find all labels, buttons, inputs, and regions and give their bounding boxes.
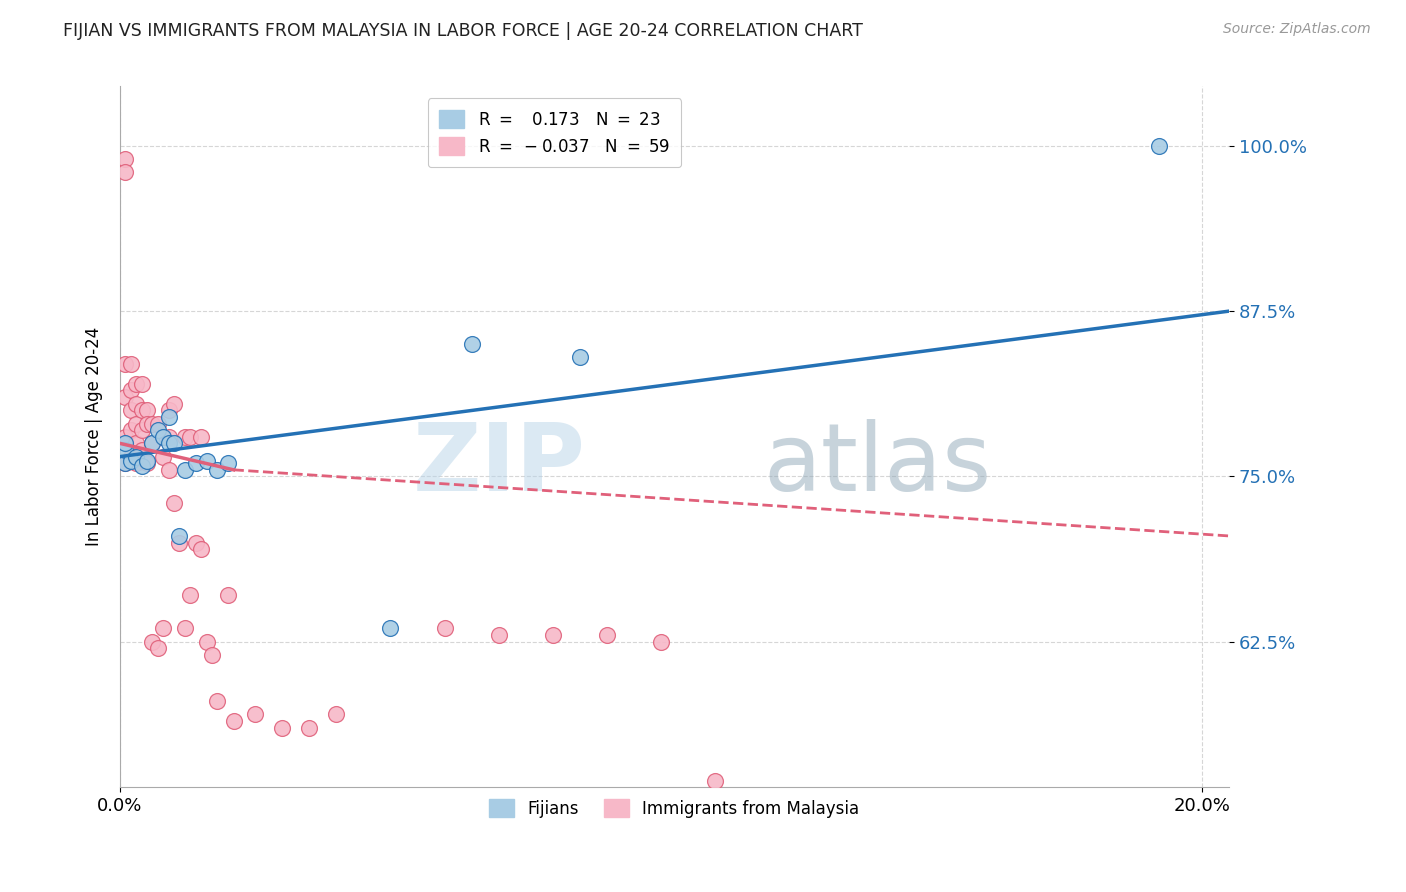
Point	[141, 417, 163, 431]
Point	[704, 773, 727, 788]
Point	[136, 403, 159, 417]
Point	[120, 384, 142, 398]
Point	[460, 337, 482, 351]
Point	[125, 436, 148, 450]
Point	[207, 463, 229, 477]
Point	[131, 442, 153, 457]
Text: atlas: atlas	[763, 419, 991, 511]
Point	[157, 409, 180, 424]
Text: ZIP: ZIP	[413, 419, 586, 511]
Point	[152, 430, 174, 444]
Point	[120, 453, 142, 467]
Point	[190, 542, 212, 557]
Point	[146, 423, 169, 437]
Point	[245, 707, 267, 722]
Point	[146, 641, 169, 656]
Point	[136, 456, 159, 470]
Point	[120, 357, 142, 371]
Point	[114, 165, 136, 179]
Point	[201, 648, 224, 662]
Point	[163, 397, 186, 411]
Point	[114, 456, 136, 470]
Point	[179, 589, 201, 603]
Point	[114, 442, 136, 457]
Point	[125, 417, 148, 431]
Point	[136, 417, 159, 431]
Point	[169, 529, 191, 543]
Point	[141, 436, 163, 450]
Legend: Fijians, Immigrants from Malaysia: Fijians, Immigrants from Malaysia	[482, 792, 866, 824]
Text: Source: ZipAtlas.com: Source: ZipAtlas.com	[1223, 22, 1371, 37]
Point	[298, 721, 321, 735]
Point	[157, 436, 180, 450]
Point	[125, 450, 148, 464]
Y-axis label: In Labor Force | Age 20-24: In Labor Force | Age 20-24	[86, 327, 103, 547]
Point	[222, 714, 245, 728]
Point	[152, 450, 174, 464]
Point	[184, 456, 207, 470]
Point	[488, 628, 510, 642]
Point	[157, 430, 180, 444]
Point	[173, 430, 195, 444]
Point	[114, 357, 136, 371]
Point	[114, 430, 136, 444]
Point	[195, 634, 218, 648]
Point	[120, 450, 142, 464]
Point	[1147, 139, 1170, 153]
Point	[173, 463, 195, 477]
Point	[207, 694, 229, 708]
Point	[157, 463, 180, 477]
Point	[131, 458, 153, 473]
Point	[125, 456, 148, 470]
Point	[190, 430, 212, 444]
Point	[184, 535, 207, 549]
Point	[152, 430, 174, 444]
Point	[195, 453, 218, 467]
Point	[114, 390, 136, 404]
Point	[157, 403, 180, 417]
Point	[125, 397, 148, 411]
Point	[169, 535, 191, 549]
Point	[141, 634, 163, 648]
Point	[114, 456, 136, 470]
Point	[179, 430, 201, 444]
Point	[120, 423, 142, 437]
Point	[114, 436, 136, 450]
Point	[125, 376, 148, 391]
Text: FIJIAN VS IMMIGRANTS FROM MALAYSIA IN LABOR FORCE | AGE 20-24 CORRELATION CHART: FIJIAN VS IMMIGRANTS FROM MALAYSIA IN LA…	[63, 22, 863, 40]
Point	[380, 622, 402, 636]
Point	[568, 351, 591, 365]
Point	[163, 436, 186, 450]
Point	[217, 456, 239, 470]
Point	[141, 436, 163, 450]
Point	[146, 417, 169, 431]
Point	[136, 453, 159, 467]
Point	[173, 622, 195, 636]
Point	[152, 622, 174, 636]
Point	[114, 152, 136, 166]
Point	[120, 403, 142, 417]
Point	[131, 376, 153, 391]
Point	[433, 622, 456, 636]
Point	[163, 496, 186, 510]
Point	[131, 403, 153, 417]
Point	[541, 628, 564, 642]
Point	[271, 721, 294, 735]
Point	[596, 628, 619, 642]
Point	[650, 634, 672, 648]
Point	[217, 589, 239, 603]
Point	[131, 423, 153, 437]
Point	[325, 707, 347, 722]
